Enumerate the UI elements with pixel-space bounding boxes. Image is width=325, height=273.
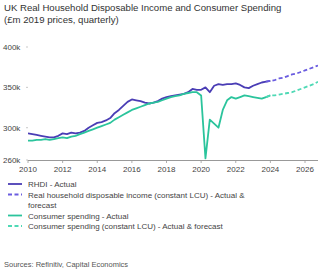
subtitle: (£m 2019 prices, quarterly) xyxy=(4,14,119,25)
legend-swatch xyxy=(8,215,22,217)
x-tick xyxy=(235,160,236,163)
series-line xyxy=(266,82,318,97)
x-tick xyxy=(131,160,132,163)
x-tick-label: 2010 xyxy=(19,165,37,174)
legend-swatch xyxy=(8,183,22,185)
x-tick-label: 2018 xyxy=(158,165,176,174)
x-tick-label: 2026 xyxy=(296,165,314,174)
legend-label: Real household disposable income (consta… xyxy=(28,191,245,210)
series-line xyxy=(28,92,270,158)
x-tick-label: 2014 xyxy=(88,165,106,174)
x-tick xyxy=(28,160,29,163)
chart: UK Real Household Disposable Income and … xyxy=(0,0,325,273)
x-tick-label: 2012 xyxy=(54,165,72,174)
title: UK Real Household Disposable Income and … xyxy=(4,2,281,13)
legend-label: Consumer spending - Actual xyxy=(28,212,129,221)
y-tick-label: 350k xyxy=(3,83,21,92)
x-axis xyxy=(28,160,318,161)
y-tick xyxy=(26,87,28,88)
x-tick-label: 2016 xyxy=(123,165,141,174)
plot-area xyxy=(28,66,318,159)
y-tick xyxy=(26,47,28,48)
series-line xyxy=(28,81,270,137)
x-tick xyxy=(62,160,63,163)
x-tick xyxy=(201,160,202,163)
x-tick xyxy=(97,160,98,163)
x-tick xyxy=(166,160,167,163)
x-tick xyxy=(270,160,271,163)
legend-label: RHDI - Actual xyxy=(28,180,77,189)
series-line xyxy=(266,66,318,82)
legend-swatch xyxy=(8,225,22,227)
y-tick-label: 400k xyxy=(3,43,21,52)
source: Sources: Refinitiv, Capital Economics xyxy=(4,260,128,269)
x-tick-label: 2022 xyxy=(227,165,245,174)
y-tick-label: 260k xyxy=(3,156,21,165)
x-tick-label: 2024 xyxy=(261,165,279,174)
x-tick-label: 2020 xyxy=(192,165,210,174)
x-tick xyxy=(305,160,306,163)
y-tick-label: 300k xyxy=(3,124,21,133)
y-tick xyxy=(26,127,28,128)
legend-swatch xyxy=(8,194,22,196)
legend-label: Consumer spending (constant LCU) - Actua… xyxy=(28,222,224,231)
